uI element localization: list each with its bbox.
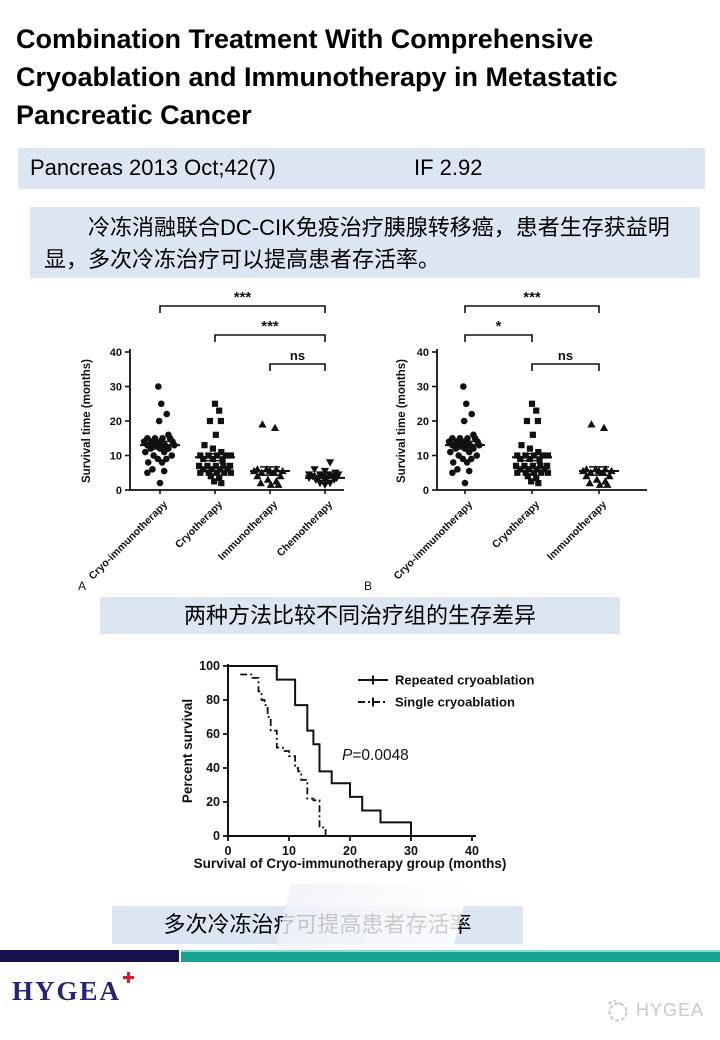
svg-text:Percent survival: Percent survival <box>180 699 195 803</box>
svg-text:0: 0 <box>423 485 429 497</box>
svg-text:Cryotherapy: Cryotherapy <box>490 499 542 551</box>
svg-text:60: 60 <box>206 727 220 741</box>
svg-text:Chemotherapy: Chemotherapy <box>275 499 336 560</box>
red-cross-icon <box>123 972 135 983</box>
svg-text:P=0.0048: P=0.0048 <box>342 747 409 764</box>
svg-text:Survival time (months): Survival time (months) <box>81 359 93 483</box>
scatter-plot-a: 0 10 20 30 40 Survival time (months) *** *** ns C… <box>74 288 368 594</box>
journal-bar: Pancreas 2013 Oct;42(7) IF 2.92 <box>18 148 705 189</box>
svg-text:20: 20 <box>110 416 122 428</box>
scatter-plot-b: 0 10 20 30 40 Survival time (months) *** * ns Cry… <box>360 288 660 594</box>
template-decoration <box>274 884 470 950</box>
svg-text:40: 40 <box>110 347 122 359</box>
svg-text:10: 10 <box>110 451 122 463</box>
svg-text:Survival of Cryo-immunotherapy: Survival of Cryo-immunotherapy group (mo… <box>194 856 507 871</box>
svg-text:10: 10 <box>417 451 429 463</box>
footer-bar-navy <box>0 950 179 962</box>
hygea-globe-icon <box>608 999 628 1022</box>
svg-text:B: B <box>364 579 372 593</box>
watermark-text: HYGEA <box>636 999 705 1020</box>
svg-text:***: *** <box>261 318 279 335</box>
svg-text:40: 40 <box>465 844 479 858</box>
km-survival-plot: 0 10 20 30 40 0 20 40 60 80 100 Repeated cryoablati… <box>148 650 568 890</box>
hygea-logo: HYGEA <box>12 972 135 1007</box>
svg-text:***: *** <box>234 289 252 306</box>
svg-text:20: 20 <box>206 795 220 809</box>
svg-text:20: 20 <box>343 844 357 858</box>
footer-bar-teal <box>181 950 720 962</box>
svg-text:0: 0 <box>225 844 232 858</box>
svg-text:Survival time (months): Survival time (months) <box>396 359 408 483</box>
svg-text:***: *** <box>523 289 541 306</box>
impact-factor: IF 2.92 <box>414 155 483 180</box>
svg-text:Cryo-immunotherapy: Cryo-immunotherapy <box>392 499 476 583</box>
svg-text:30: 30 <box>110 382 122 394</box>
scatter-caption: 两种方法比较不同治疗组的生存差异 <box>100 597 620 634</box>
svg-text:0: 0 <box>116 485 122 497</box>
svg-text:80: 80 <box>206 693 220 707</box>
svg-text:20: 20 <box>417 416 429 428</box>
journal-citation: Pancreas 2013 Oct;42(7) <box>30 155 276 180</box>
svg-text:30: 30 <box>404 844 418 858</box>
svg-text:Immunotherapy: Immunotherapy <box>545 499 609 563</box>
slide-title: Combination Treatment With Comprehensive… <box>16 24 618 130</box>
hygea-logo-text: HYGEA <box>12 976 122 1006</box>
svg-text:0: 0 <box>213 829 220 843</box>
svg-text:40: 40 <box>417 347 429 359</box>
svg-text:Cryotherapy: Cryotherapy <box>173 499 225 551</box>
svg-text:*: * <box>496 318 502 335</box>
svg-text:Single cryoablation: Single cryoablation <box>395 695 515 710</box>
svg-text:40: 40 <box>206 761 220 775</box>
svg-text:30: 30 <box>417 382 429 394</box>
svg-text:Immunotherapy: Immunotherapy <box>216 499 280 563</box>
svg-text:10: 10 <box>282 844 296 858</box>
svg-text:A: A <box>78 579 86 593</box>
summary-text: 冷冻消融联合DC-CIK免疫治疗胰腺转移癌，患者生存获益明显，多次冷冻治疗可以提… <box>44 215 670 272</box>
summary-box: 冷冻消融联合DC-CIK免疫治疗胰腺转移癌，患者生存获益明显，多次冷冻治疗可以提… <box>30 207 700 278</box>
svg-text:ns: ns <box>558 348 573 363</box>
watermark: HYGEA <box>604 997 704 1023</box>
svg-text:Repeated cryoablation: Repeated cryoablation <box>395 673 534 688</box>
svg-text:Cryo-immunotherapy: Cryo-immunotherapy <box>87 499 171 583</box>
svg-text:ns: ns <box>290 348 305 363</box>
svg-text:100: 100 <box>199 659 220 673</box>
